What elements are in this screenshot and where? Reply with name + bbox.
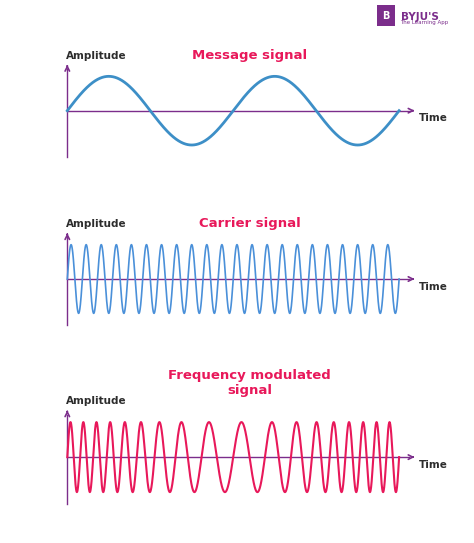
Text: Time: Time	[419, 460, 448, 470]
Text: Message signal: Message signal	[192, 49, 307, 62]
Text: Time: Time	[419, 113, 448, 123]
Text: Carrier signal: Carrier signal	[199, 217, 301, 230]
Text: Time: Time	[419, 282, 448, 292]
Text: The Learning App: The Learning App	[401, 20, 449, 25]
Text: Amplitude: Amplitude	[65, 219, 126, 229]
Text: Amplitude: Amplitude	[65, 396, 126, 406]
Text: Frequency modulated
signal: Frequency modulated signal	[168, 369, 331, 396]
Text: B: B	[382, 11, 390, 21]
Text: BYJU'S: BYJU'S	[401, 12, 438, 22]
Text: Amplitude: Amplitude	[65, 50, 126, 61]
